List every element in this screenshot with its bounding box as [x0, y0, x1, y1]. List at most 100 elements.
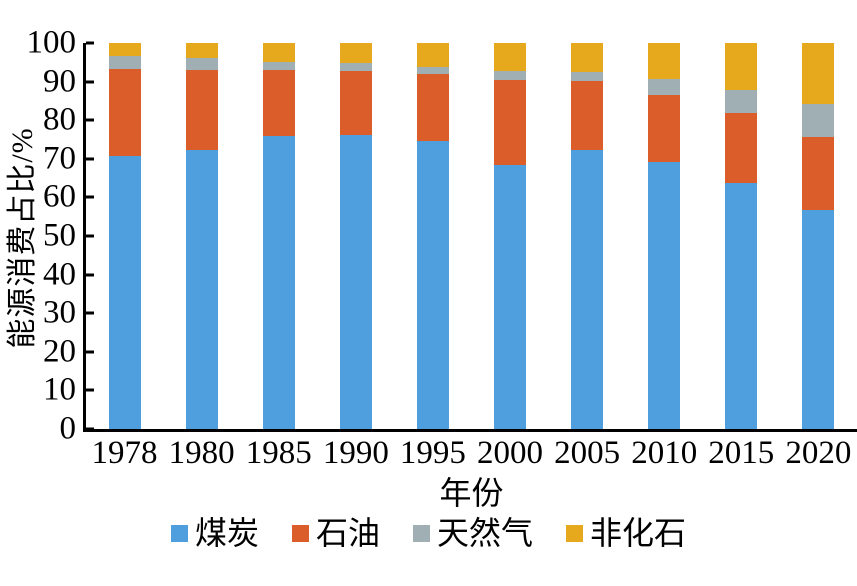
bar-slot-1980 — [163, 43, 240, 429]
bar-2020 — [802, 43, 835, 429]
y-axis-tick-60 — [86, 195, 94, 199]
x-axis-tick-label-1980: 1980 — [168, 435, 235, 471]
bar-segment-coal-2005 — [571, 149, 604, 429]
y-axis-tick-label-10: 10 — [43, 371, 76, 408]
bar-segment-oil-2000 — [494, 79, 527, 165]
x-axis-tick-label-1995: 1995 — [399, 435, 466, 471]
bar-segment-oil-1980 — [185, 70, 218, 151]
y-axis-tick-label-20: 20 — [43, 333, 76, 370]
bar-2010 — [648, 43, 681, 429]
bar-segment-gas-1995 — [416, 66, 449, 74]
bar-segment-coal-2010 — [648, 161, 681, 429]
y-axis-tick-label-40: 40 — [43, 256, 76, 293]
y-axis-tick-label-50: 50 — [43, 217, 76, 254]
legend-label-oil: 石油 — [315, 515, 380, 551]
plot-area — [83, 41, 857, 432]
bar-segment-gas-2000 — [494, 71, 527, 80]
bar-segment-gas-1978 — [108, 56, 141, 69]
legend-swatch-oil — [291, 524, 309, 542]
bars-container — [86, 43, 857, 429]
bar-segment-gas-2010 — [648, 79, 681, 95]
bar-segment-coal-1990 — [339, 134, 372, 429]
bar-segment-gas-2005 — [571, 71, 604, 81]
y-axis-tick-label-60: 60 — [43, 178, 76, 215]
bar-segment-gas-1985 — [262, 61, 295, 71]
x-axis-tick-label-1985: 1985 — [245, 435, 312, 471]
bar-segment-oil-1985 — [262, 70, 295, 137]
bar-slot-1990 — [317, 43, 394, 429]
legend-item-oil: 石油 — [291, 515, 380, 551]
x-axis-title: 年份 — [439, 475, 504, 511]
legend-label-gas: 天然气 — [437, 515, 534, 551]
x-axis-tick-label-2020: 2020 — [785, 435, 852, 471]
bar-slot-2010 — [626, 43, 703, 429]
bar-segment-gas-2020 — [802, 104, 835, 137]
bar-slot-2015 — [703, 43, 780, 429]
x-axis-tick-label-2000: 2000 — [477, 435, 544, 471]
bar-segment-nonfossil-1980 — [185, 43, 218, 59]
legend-label-coal: 煤炭 — [194, 515, 259, 551]
bar-segment-nonfossil-2005 — [571, 43, 604, 72]
y-axis-tick-label-100: 100 — [26, 24, 77, 61]
bar-segment-nonfossil-1985 — [262, 43, 295, 62]
y-axis-tick-90 — [86, 80, 94, 84]
bar-2015 — [725, 43, 758, 429]
bar-segment-oil-2005 — [571, 80, 604, 150]
bar-segment-coal-1985 — [262, 136, 295, 429]
legend-item-coal: 煤炭 — [170, 515, 259, 551]
bar-segment-oil-2015 — [725, 112, 758, 184]
y-axis-tick-50 — [86, 234, 94, 238]
bar-segment-coal-2015 — [725, 183, 758, 429]
bar-segment-oil-2010 — [648, 94, 681, 162]
bar-segment-coal-1995 — [416, 141, 449, 429]
legend-item-gas: 天然气 — [413, 517, 533, 549]
bar-segment-oil-1995 — [416, 73, 449, 142]
bar-slot-1995 — [394, 43, 471, 429]
bar-segment-nonfossil-1978 — [108, 43, 141, 57]
bar-segment-oil-1978 — [108, 68, 141, 157]
y-axis-tick-label-30: 30 — [43, 294, 76, 331]
legend-swatch-nonfossil — [566, 524, 584, 542]
x-axis-tick-label-1978: 1978 — [91, 435, 158, 471]
bar-1985 — [262, 43, 295, 429]
y-axis-tick-label-70: 70 — [43, 140, 76, 177]
bar-segment-nonfossil-1995 — [416, 43, 449, 67]
legend-swatch-gas — [413, 524, 430, 542]
y-axis-tick-20 — [86, 350, 94, 354]
bar-segment-oil-1990 — [339, 70, 372, 135]
bar-2005 — [571, 43, 604, 429]
bar-segment-gas-1980 — [185, 58, 218, 71]
y-axis-tick-100 — [86, 41, 94, 45]
bar-slot-1985 — [240, 43, 317, 429]
y-axis-tick-label-90: 90 — [43, 63, 76, 100]
bar-slot-2000 — [471, 43, 548, 429]
bar-segment-coal-2000 — [494, 164, 527, 429]
x-axis-tick-label-2015: 2015 — [708, 435, 775, 471]
y-axis-tick-80 — [86, 118, 94, 122]
bar-1990 — [339, 43, 372, 429]
bar-segment-nonfossil-1990 — [339, 43, 372, 63]
bar-1980 — [185, 43, 218, 429]
bar-segment-gas-1990 — [339, 62, 372, 71]
bar-segment-nonfossil-2020 — [802, 43, 835, 105]
bar-slot-2020 — [780, 43, 857, 429]
bar-segment-nonfossil-2000 — [494, 43, 527, 72]
bar-segment-nonfossil-2015 — [725, 43, 758, 90]
bar-segment-nonfossil-2010 — [648, 43, 681, 80]
bar-segment-oil-2020 — [802, 136, 835, 210]
bar-1995 — [416, 43, 449, 429]
y-axis-tick-10 — [86, 388, 94, 392]
legend-swatch-coal — [170, 524, 188, 542]
bar-segment-coal-1980 — [185, 150, 218, 429]
x-axis-tick-labels: 1978 1980 1985 1990 1995 2000 2005 2010 2015 2020 — [86, 437, 857, 470]
bar-segment-coal-1978 — [108, 156, 141, 429]
bar-segment-coal-2020 — [802, 209, 835, 429]
legend: 煤炭 石油 天然气 非化石 — [0, 517, 857, 549]
y-axis-tick-0 — [86, 427, 94, 431]
bar-slot-2005 — [549, 43, 626, 429]
y-axis-tick-40 — [86, 273, 94, 277]
y-axis-tick-30 — [86, 311, 94, 315]
bar-slot-1978 — [86, 43, 163, 429]
x-axis-tick-label-1990: 1990 — [322, 435, 389, 471]
